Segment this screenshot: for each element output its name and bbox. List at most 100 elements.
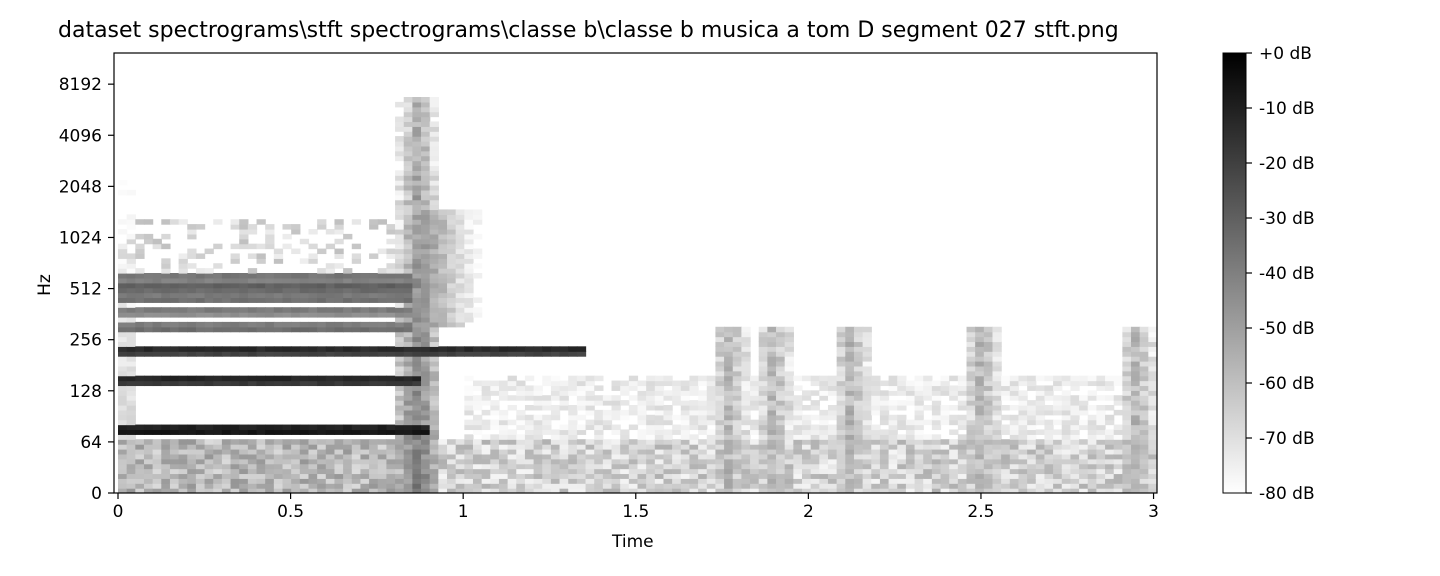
heatmap-cell <box>152 273 162 279</box>
heatmap-cell <box>403 458 413 465</box>
heatmap-cell <box>282 458 292 465</box>
heatmap-cell <box>377 488 388 493</box>
heatmap-cell <box>888 439 898 445</box>
heatmap-cell <box>1061 419 1072 426</box>
heatmap-cell <box>395 395 405 401</box>
heatmap-cell <box>585 405 595 411</box>
heatmap-cell <box>949 419 959 426</box>
heatmap-cell <box>776 424 786 431</box>
heatmap-cell <box>421 380 431 387</box>
heatmap-cell <box>758 385 768 391</box>
heatmap-cell <box>568 419 578 426</box>
heatmap-cell <box>1105 414 1115 421</box>
heatmap-cell <box>204 458 214 465</box>
heatmap-cell <box>213 351 223 357</box>
heatmap-cell <box>793 468 803 475</box>
heatmap-cell <box>403 297 413 303</box>
heatmap-cell <box>412 400 422 406</box>
heatmap-cell <box>481 488 491 493</box>
heatmap-cell <box>472 444 483 450</box>
heatmap-cell <box>239 483 249 489</box>
heatmap-cell <box>1001 380 1011 387</box>
heatmap-cell <box>213 468 223 475</box>
heatmap-cell <box>308 292 318 299</box>
heatmap-cell <box>118 429 128 435</box>
heatmap-cell <box>680 409 691 416</box>
heatmap-cell <box>550 409 561 416</box>
heatmap-cell <box>291 248 301 255</box>
heatmap-cell <box>256 297 266 303</box>
heatmap-cell <box>784 375 794 382</box>
heatmap-cell <box>1139 419 1149 426</box>
heatmap-cell <box>767 473 777 479</box>
heatmap-cell <box>1131 449 1141 455</box>
heatmap-cell <box>126 263 136 269</box>
heatmap-cell <box>334 253 344 259</box>
heatmap-cell <box>395 155 405 162</box>
heatmap-cell <box>421 444 431 450</box>
heatmap-cell <box>724 400 734 406</box>
heatmap-cell <box>118 424 128 431</box>
heatmap-cell <box>680 478 691 484</box>
heatmap-cell <box>767 453 777 460</box>
heatmap-cell <box>550 468 561 475</box>
heatmap-cell <box>542 473 552 479</box>
heatmap-cell <box>447 209 457 215</box>
heatmap-cell <box>187 424 197 431</box>
heatmap-cell <box>819 424 829 431</box>
heatmap-cell <box>282 478 292 484</box>
heatmap-cell <box>784 424 794 431</box>
heatmap-cell <box>195 297 206 303</box>
heatmap-cell <box>853 385 864 391</box>
heatmap-cell <box>663 444 673 450</box>
heatmap-cell <box>776 375 786 382</box>
heatmap-cell <box>395 189 405 196</box>
heatmap-cell <box>369 346 379 352</box>
heatmap-cell <box>178 287 188 294</box>
heatmap-cell <box>1122 483 1132 489</box>
heatmap-cell <box>1061 483 1072 489</box>
heatmap-cell <box>421 136 431 142</box>
heatmap-cell <box>395 121 405 127</box>
heatmap-cell <box>819 395 829 401</box>
heatmap-cell <box>369 488 379 493</box>
heatmap-cell <box>178 321 188 328</box>
heatmap-cell <box>403 229 413 235</box>
heatmap-cell <box>827 453 838 460</box>
heatmap-cell <box>767 414 777 421</box>
heatmap-cell <box>698 409 708 416</box>
heatmap-cell <box>905 400 916 406</box>
heatmap-cell <box>620 429 630 435</box>
heatmap-cell <box>265 224 275 230</box>
heatmap-cell <box>646 380 656 387</box>
heatmap-cell <box>853 468 864 475</box>
heatmap-cell <box>118 483 128 489</box>
heatmap-cell <box>395 424 405 431</box>
heatmap-cell <box>516 351 526 357</box>
heatmap-cell <box>741 463 751 470</box>
heatmap-cell <box>888 483 898 489</box>
heatmap-cell <box>1070 395 1080 401</box>
heatmap-cell <box>126 214 136 220</box>
heatmap-cell <box>256 463 266 470</box>
heatmap-cell <box>559 468 569 475</box>
heatmap-cell <box>403 273 413 279</box>
heatmap-cell <box>524 424 535 431</box>
heatmap-cell <box>836 488 846 493</box>
heatmap-cell <box>957 434 968 440</box>
heatmap-cell <box>758 449 768 455</box>
heatmap-cell <box>334 439 344 445</box>
heatmap-cell <box>161 473 171 479</box>
heatmap-cell <box>118 458 128 465</box>
heatmap-cell <box>429 483 439 489</box>
heatmap-cell <box>550 414 561 421</box>
heatmap-cell <box>135 219 145 225</box>
heatmap-cell <box>654 434 665 440</box>
heatmap-cell <box>1122 419 1132 426</box>
heatmap-cell <box>429 365 439 372</box>
heatmap-cell <box>663 483 673 489</box>
heatmap-cell <box>421 302 431 308</box>
heatmap-cell <box>256 351 266 357</box>
heatmap-cell <box>680 488 691 493</box>
heatmap-cell <box>836 336 846 343</box>
